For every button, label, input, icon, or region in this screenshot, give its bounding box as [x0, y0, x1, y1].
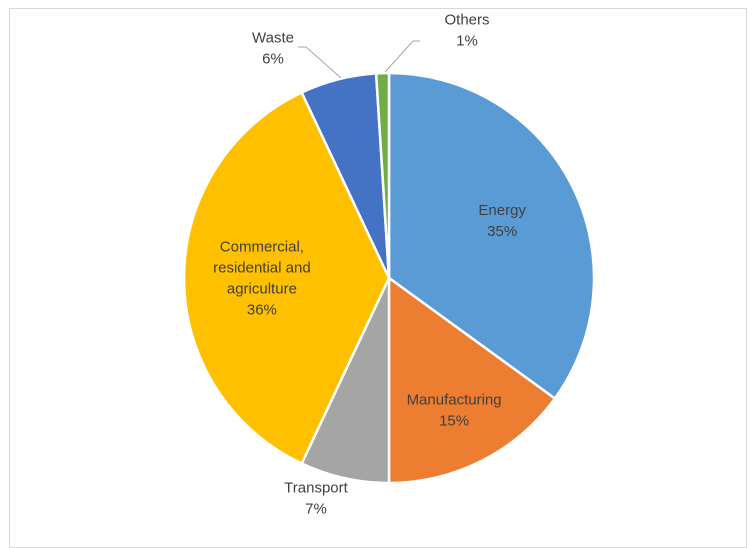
data-label-waste: Waste 6% [252, 30, 294, 68]
data-label-energy: Energy 35% [478, 202, 526, 240]
pie-slice-manufacturing [387, 276, 557, 485]
data-label-others: Others 1% [444, 12, 489, 50]
pie-slice-others [374, 71, 391, 280]
pie-slice-commercial-residential-and-agriculture [182, 91, 391, 465]
data-label-commercial-residential-and-agriculture: Commercial, residential and agriculture 36% [213, 239, 311, 319]
data-label-transport: Transport 7% [284, 480, 348, 518]
leader-line-waste [298, 46, 342, 79]
pie-slice-energy [387, 71, 596, 400]
leader-line-others [384, 40, 420, 73]
data-label-manufacturing: Manufacturing 15% [407, 391, 502, 429]
